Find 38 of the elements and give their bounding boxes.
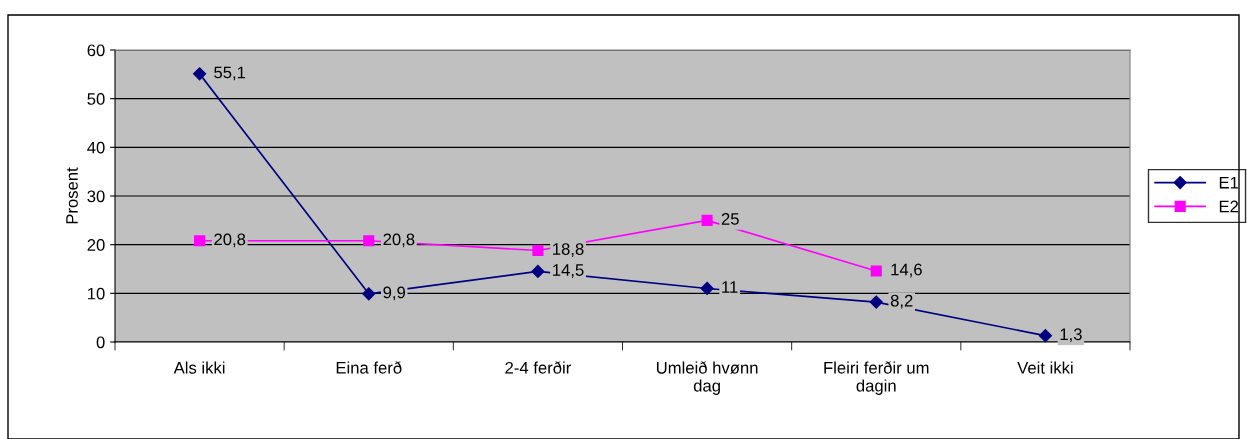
y-tick-label: 30 <box>87 190 105 203</box>
x-tick-label: Veit ikki <box>1017 361 1073 374</box>
data-label: 20,8 <box>383 233 415 248</box>
data-label: 14,5 <box>553 264 584 278</box>
legend-label: E2 <box>1219 200 1239 213</box>
y-tick-label: 50 <box>87 93 105 105</box>
y-tick-label: 60 <box>87 44 105 57</box>
point <box>192 67 207 81</box>
data-label: 11 <box>722 281 738 293</box>
data-label: 55,1 <box>214 66 246 81</box>
x-tick-label: Eina ferð <box>336 361 402 374</box>
x-tick-label: Fleiri ferðir um dagin <box>824 361 929 395</box>
y-tick-label: 40 <box>87 141 105 154</box>
point <box>701 214 713 226</box>
y-tick-label: 10 <box>88 287 105 300</box>
point <box>869 295 883 309</box>
data-label: 14,6 <box>891 263 922 278</box>
x-tick-label: Umleið hvønn dag <box>656 361 758 395</box>
point <box>700 281 714 296</box>
legend-label: E1 <box>1219 176 1239 189</box>
point <box>194 235 206 247</box>
point <box>363 235 375 247</box>
point <box>531 264 545 279</box>
x-tick-label: 2-4 ferðir <box>505 361 571 374</box>
y-tick-label: 20 <box>87 239 105 251</box>
data-label: 9,9 <box>383 286 406 301</box>
data-label: 18,8 <box>553 243 584 257</box>
data-label: 20,8 <box>214 233 246 248</box>
point <box>532 244 544 257</box>
data-label: 25 <box>721 213 739 225</box>
point <box>362 287 376 301</box>
point <box>1038 329 1053 343</box>
y-axis-title: Prosent <box>66 167 78 224</box>
y-tick-label: 0 <box>96 336 105 349</box>
data-label: 8,2 <box>890 294 913 309</box>
x-tick-label: Als ikki <box>173 361 225 374</box>
point <box>870 265 882 277</box>
data-label: 1,3 <box>1060 328 1082 343</box>
